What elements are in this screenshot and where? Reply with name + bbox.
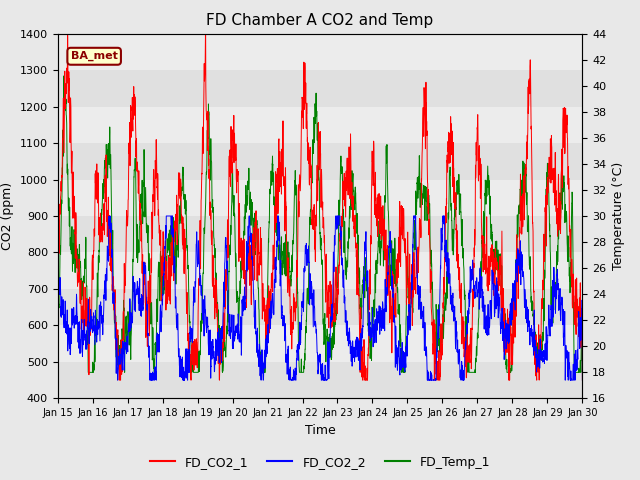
X-axis label: Time: Time [305,424,335,437]
Bar [58,362,582,398]
Text: BA_met: BA_met [70,51,118,61]
Y-axis label: Temperature (°C): Temperature (°C) [612,162,625,270]
Bar [58,34,582,70]
Legend: FD_CO2_1, FD_CO2_2, FD_Temp_1: FD_CO2_1, FD_CO2_2, FD_Temp_1 [145,451,495,474]
Bar [58,143,582,180]
Bar [58,252,582,289]
Title: FD Chamber A CO2 and Temp: FD Chamber A CO2 and Temp [206,13,434,28]
Bar [58,216,582,252]
Bar [58,107,582,143]
Y-axis label: CO2 (ppm): CO2 (ppm) [1,182,14,250]
Bar [58,70,582,107]
Bar [58,180,582,216]
Bar [58,289,582,325]
Bar [58,325,582,362]
